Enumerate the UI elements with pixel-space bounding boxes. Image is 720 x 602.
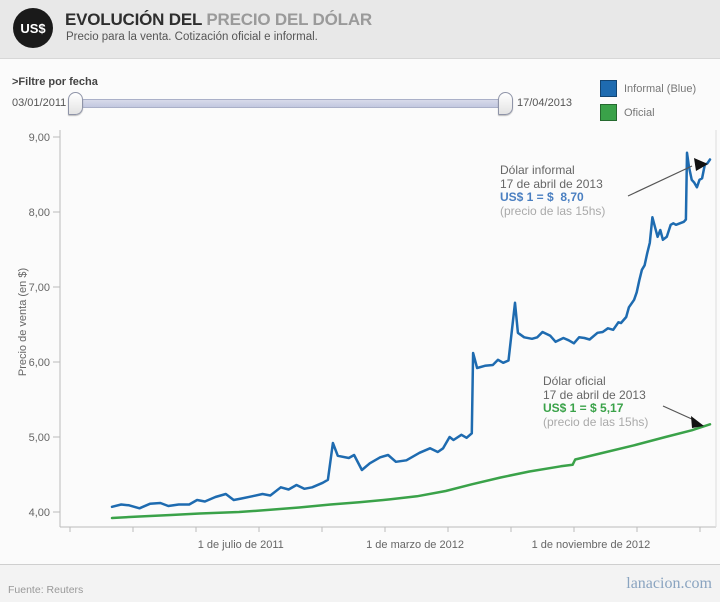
- annotation-oficial: Dólar oficial 17 de abril de 2013 US$ 1 …: [543, 374, 649, 429]
- source-label: Fuente:: [8, 584, 44, 596]
- svg-text:5,00: 5,00: [29, 432, 50, 444]
- annotation-oficial-title: Dólar oficial: [543, 374, 606, 388]
- annotation-oficial-date: 17 de abril de 2013: [543, 387, 646, 402]
- footer: Fuente: Reuters lanacion.com: [0, 564, 720, 602]
- header: US$ EVOLUCIÓN DEL PRECIO DEL DÓLAR Preci…: [0, 0, 720, 59]
- source-value: Reuters: [43, 584, 84, 596]
- annotation-informal-note: (precio de las 15hs): [500, 203, 606, 218]
- source-credit: Fuente: Reuters: [8, 584, 83, 596]
- legend-label-informal: Informal (Blue): [624, 82, 697, 95]
- y-axis-title: Precio de venta (en $): [17, 267, 29, 377]
- svg-text:1 de marzo de 2012: 1 de marzo de 2012: [366, 539, 464, 551]
- annotation-oficial-value: US$ 1 = $ 5,17: [543, 401, 624, 415]
- informal-swatch-icon: [600, 80, 617, 97]
- annotation-informal-date: 17 de abril de 2013: [500, 176, 603, 191]
- title-primary: EVOLUCIÓN DEL: [65, 10, 202, 29]
- legend-label-oficial: Oficial: [624, 106, 655, 119]
- svg-text:6,00: 6,00: [29, 357, 50, 369]
- svg-text:9,00: 9,00: [29, 132, 50, 144]
- svg-text:4,00: 4,00: [29, 507, 50, 519]
- svg-text:1 de noviembre de 2012: 1 de noviembre de 2012: [532, 539, 651, 551]
- page-subtitle: Precio para la venta. Cotización oficial…: [66, 31, 318, 43]
- svg-text:1 de julio de 2011: 1 de julio de 2011: [198, 539, 284, 551]
- logo-text: US$: [20, 20, 46, 36]
- date-filter-label: >Filtre por fecha: [12, 76, 98, 88]
- annotation-oficial-note: (precio de las 15hs): [543, 414, 649, 429]
- legend-item-oficial: Oficial: [600, 104, 696, 121]
- svg-text:8,00: 8,00: [29, 207, 50, 219]
- brand-logo: lanacion.com: [626, 575, 712, 592]
- title-secondary: PRECIO DEL DÓLAR: [201, 10, 372, 29]
- slider-handle-end[interactable]: [498, 92, 513, 115]
- oficial-swatch-icon: [600, 104, 617, 121]
- annotation-informal-title: Dólar informal: [500, 163, 575, 177]
- end-date-label: 17/04/2013: [517, 97, 573, 109]
- annotation-informal: Dólar informal 17 de abril de 2013 US$ 1…: [500, 163, 606, 218]
- legend: Informal (Blue) Oficial: [600, 80, 696, 128]
- annotation-informal-value: US$ 1 = $ 8,70: [500, 190, 584, 204]
- slider-handle-start[interactable]: [68, 92, 83, 115]
- start-date-label: 03/01/2011: [12, 97, 67, 109]
- page-title: EVOLUCIÓN DEL PRECIO DEL DÓLAR: [65, 10, 372, 30]
- svg-text:7,00: 7,00: [29, 282, 50, 294]
- legend-item-informal: Informal (Blue): [600, 80, 696, 97]
- usd-logo-icon: US$: [13, 8, 53, 48]
